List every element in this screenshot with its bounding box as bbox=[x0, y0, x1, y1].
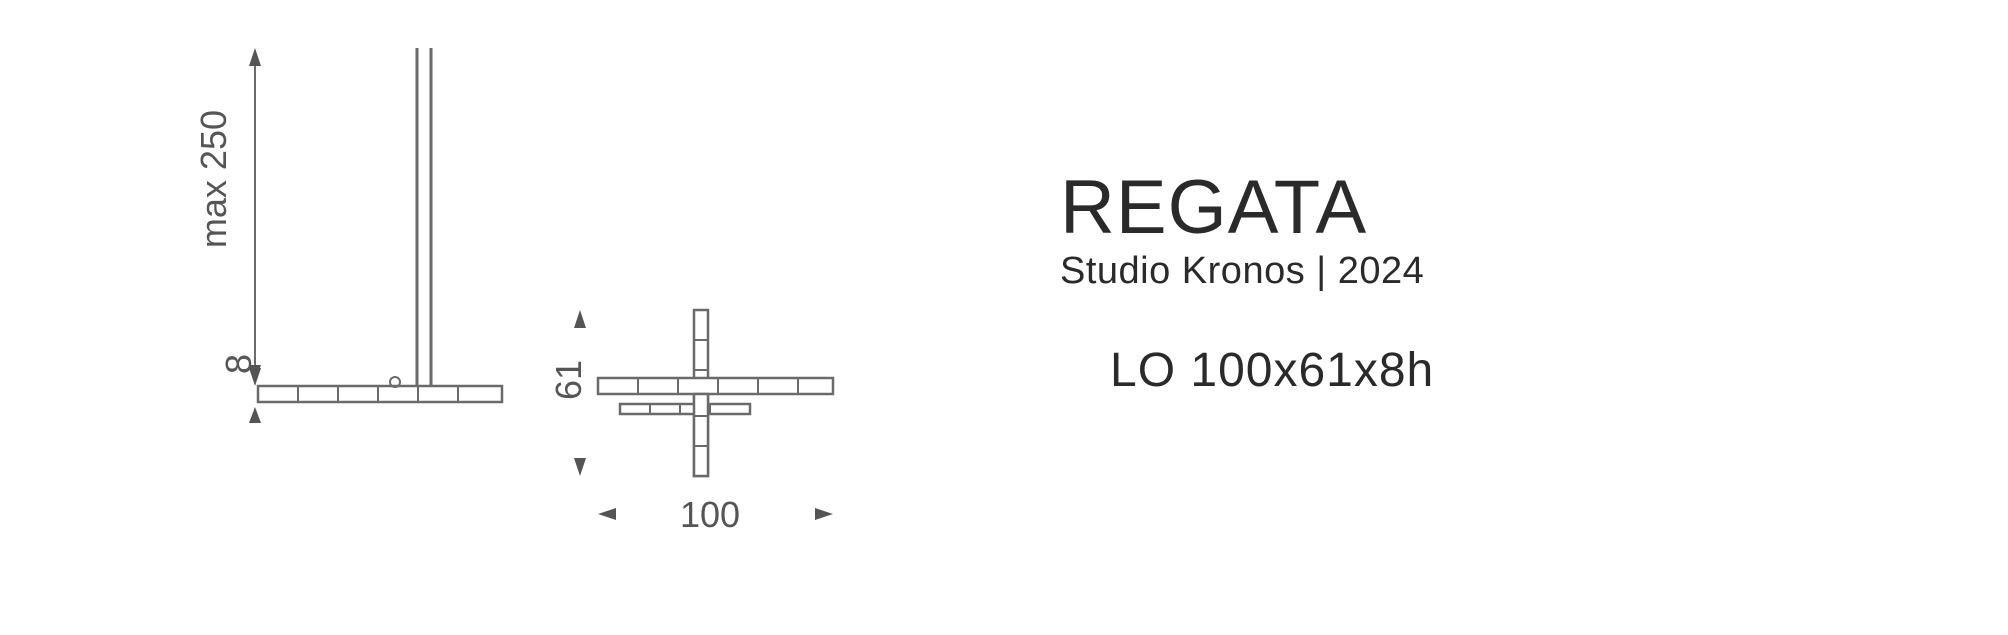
dimension-line: LO 100x61x8h bbox=[1110, 343, 1434, 398]
dim-label-height: max 250 bbox=[193, 110, 235, 248]
product-info-panel: REGATA Studio Kronos | 2024 LO 100x61x8h bbox=[1060, 170, 1434, 398]
designer-line: Studio Kronos | 2024 bbox=[1060, 250, 1434, 293]
side-elevation-diagram bbox=[0, 0, 540, 470]
designer-year: 2024 bbox=[1338, 250, 1425, 292]
dim-label-width: 100 bbox=[680, 494, 740, 536]
dim-label-depth: 61 bbox=[548, 360, 590, 400]
dim-label-base-h: 8 bbox=[218, 354, 260, 374]
designer-name: Studio Kronos bbox=[1060, 250, 1305, 292]
product-title: REGATA bbox=[1060, 170, 1434, 246]
separator: | bbox=[1305, 250, 1338, 292]
